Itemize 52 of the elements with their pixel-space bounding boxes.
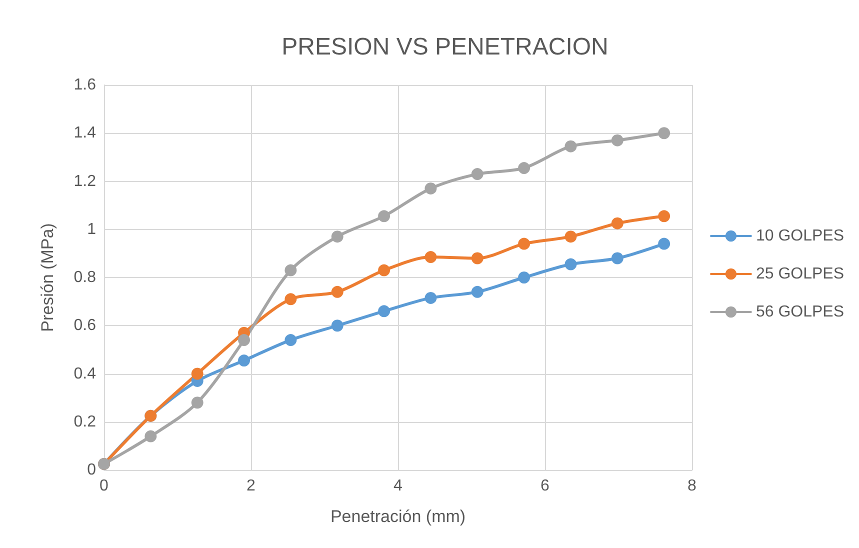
point xyxy=(518,272,530,284)
legend-label: 25 GOLPES xyxy=(756,266,844,282)
point xyxy=(564,230,577,243)
point xyxy=(611,134,624,146)
y-tick-label: 0 xyxy=(87,462,96,478)
point xyxy=(238,334,250,346)
legend-label: 56 GOLPES xyxy=(756,304,844,320)
point xyxy=(331,230,344,243)
point xyxy=(284,264,297,276)
y-tick-label: 1.6 xyxy=(74,76,96,94)
y-axis-title: Presión (MPa) xyxy=(38,223,57,332)
point xyxy=(424,251,437,264)
point xyxy=(144,430,157,442)
point xyxy=(658,127,670,140)
legend-label: 10 GOLPES xyxy=(756,228,844,244)
point xyxy=(564,258,577,270)
point xyxy=(191,396,204,409)
point xyxy=(378,305,390,318)
point xyxy=(284,293,297,306)
point xyxy=(331,286,344,298)
point xyxy=(331,320,344,332)
y-tick-label: 1.2 xyxy=(74,172,96,190)
x-tick-label: 8 xyxy=(688,478,697,494)
point xyxy=(424,292,437,304)
y-tick-label: 0.6 xyxy=(74,317,96,334)
x-tick-label: 0 xyxy=(100,478,109,494)
x-axis-title: Penetración (mm) xyxy=(330,507,466,526)
point xyxy=(518,238,530,250)
point xyxy=(424,182,437,194)
point xyxy=(564,140,577,152)
y-tick-label: 0.4 xyxy=(74,365,96,382)
y-tick-label: 1 xyxy=(87,220,96,238)
point xyxy=(191,368,204,380)
x-tick-label: 6 xyxy=(540,478,550,494)
point xyxy=(611,252,624,264)
point xyxy=(471,252,484,264)
point xyxy=(238,354,250,367)
chart-title: PRESION VS PENETRACION xyxy=(282,34,608,60)
y-tick-label: 1.4 xyxy=(74,124,96,142)
point xyxy=(658,210,670,222)
point xyxy=(378,264,390,276)
point xyxy=(658,238,670,250)
y-tick-label: 0.8 xyxy=(74,269,96,286)
point xyxy=(611,217,624,230)
x-tick-label: 2 xyxy=(246,478,256,494)
point xyxy=(378,210,390,222)
point xyxy=(518,162,530,174)
y-tick-label: 0.2 xyxy=(74,413,96,430)
x-tick-label: 4 xyxy=(394,478,403,494)
point xyxy=(284,334,297,346)
point xyxy=(471,286,484,298)
point xyxy=(471,168,484,180)
